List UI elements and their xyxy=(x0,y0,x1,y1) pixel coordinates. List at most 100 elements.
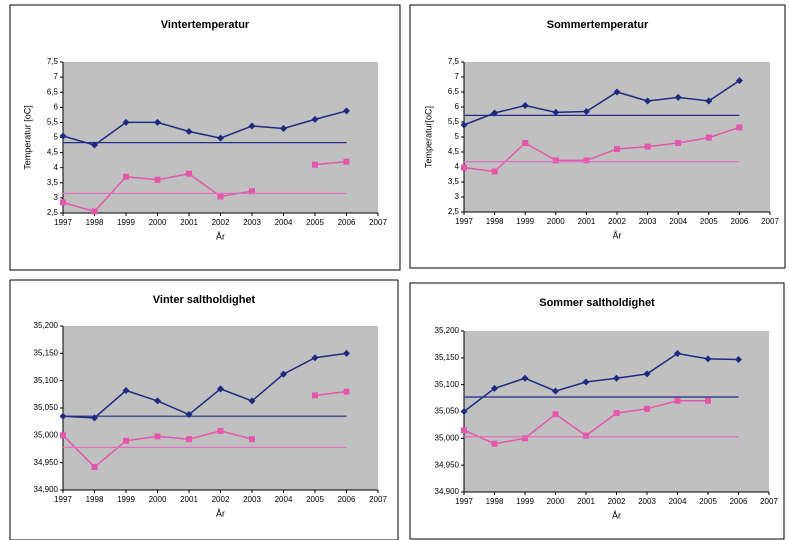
x-tick-label: 2004 xyxy=(275,218,293,227)
y-tick-label: 34,900 xyxy=(34,485,59,494)
y-tick-label: 35,000 xyxy=(34,430,59,439)
point xyxy=(582,108,590,115)
point xyxy=(491,168,498,175)
point xyxy=(644,143,651,150)
x-tick-label: 2006 xyxy=(338,218,356,227)
point xyxy=(643,370,651,378)
x-tick-label: 2007 xyxy=(760,497,778,506)
x-tick-label: 2001 xyxy=(180,218,198,227)
point xyxy=(248,397,256,405)
x-axis-title: År xyxy=(216,231,225,241)
y-tick-label: 4,5 xyxy=(47,148,59,157)
chart-title: Vinter saltholdighet xyxy=(153,294,256,306)
y-tick-label: 5,5 xyxy=(448,117,460,126)
point xyxy=(154,176,161,183)
y-tick-label: 34,950 xyxy=(435,460,460,469)
y-tick-label: 34,900 xyxy=(435,487,460,496)
y-tick-label: 3 xyxy=(54,193,59,202)
x-tick-label: 2001 xyxy=(180,495,198,504)
y-tick-label: 6 xyxy=(455,102,460,111)
point xyxy=(736,124,743,131)
chart-title: Sommer saltholdighet xyxy=(539,297,655,309)
point xyxy=(280,370,287,378)
point xyxy=(704,355,712,363)
point xyxy=(249,188,255,195)
plot-area xyxy=(63,326,378,490)
point xyxy=(674,397,681,404)
y-tick-label: 35,100 xyxy=(34,376,59,385)
point xyxy=(122,387,130,395)
y-tick-label: 35,200 xyxy=(34,321,59,330)
point xyxy=(582,378,590,386)
point xyxy=(491,384,498,392)
point xyxy=(552,387,559,395)
point xyxy=(185,127,193,135)
series-line xyxy=(62,352,347,419)
point xyxy=(217,427,224,434)
y-tick-label: 7 xyxy=(54,72,59,81)
point xyxy=(613,88,621,96)
chart-panel: Vinter saltholdighet 34,900 34,950 35,000 35… xyxy=(9,279,399,540)
point xyxy=(674,93,682,101)
x-tick-label: 2002 xyxy=(212,495,230,504)
point xyxy=(705,134,712,141)
point xyxy=(154,118,161,126)
point xyxy=(583,432,589,439)
x-tick-label: 2005 xyxy=(699,497,717,506)
y-tick-label: 5 xyxy=(54,133,59,142)
y-tick-label: 7,5 xyxy=(448,57,460,66)
x-tick-label: 2000 xyxy=(547,217,565,226)
point xyxy=(186,170,192,177)
y-tick-label: 4,5 xyxy=(448,147,460,156)
x-tick-label: 2006 xyxy=(730,497,748,506)
x-tick-label: 2003 xyxy=(243,218,261,227)
x-tick-label: 2005 xyxy=(306,495,324,504)
point xyxy=(311,354,319,362)
x-tick-label: 2000 xyxy=(547,497,565,506)
point xyxy=(735,77,743,85)
point xyxy=(705,97,713,105)
point xyxy=(552,108,560,116)
point xyxy=(217,134,224,142)
point xyxy=(552,411,559,418)
series-line xyxy=(463,126,740,173)
y-tick-label: 35,050 xyxy=(34,403,59,412)
y-tick-label: 6,5 xyxy=(448,87,460,96)
x-axis-title: År xyxy=(612,510,621,520)
point xyxy=(248,122,256,130)
x-tick-label: 2006 xyxy=(338,495,356,504)
series-line xyxy=(463,79,740,126)
point xyxy=(312,161,318,168)
x-tick-label: 2007 xyxy=(369,218,387,227)
point xyxy=(60,199,66,206)
x-tick-label: 1998 xyxy=(86,218,104,227)
point xyxy=(461,164,467,171)
x-tick-label: 1997 xyxy=(54,495,72,504)
x-tick-label: 2001 xyxy=(578,217,596,226)
x-tick-label: 2001 xyxy=(577,497,595,506)
point xyxy=(123,173,129,180)
x-tick-label: 1999 xyxy=(516,497,534,506)
x-tick-label: 2002 xyxy=(608,497,626,506)
point xyxy=(521,374,529,382)
x-tick-label: 2003 xyxy=(638,497,656,506)
chart-title: Sommertemperatur xyxy=(547,19,649,31)
x-tick-label: 2006 xyxy=(731,217,749,226)
x-tick-label: 1999 xyxy=(117,495,135,504)
x-tick-label: 1997 xyxy=(455,497,473,506)
point xyxy=(522,140,529,146)
point xyxy=(583,157,590,164)
point xyxy=(343,349,350,357)
y-tick-label: 3 xyxy=(455,192,460,201)
y-tick-label: 5 xyxy=(455,132,460,141)
x-tick-label: 2004 xyxy=(275,495,293,504)
point xyxy=(91,141,98,149)
point xyxy=(122,118,130,126)
y-tick-label: 3,5 xyxy=(448,177,460,186)
y-tick-label: 35,100 xyxy=(435,380,460,389)
point xyxy=(613,410,620,417)
point xyxy=(60,432,66,439)
point xyxy=(491,109,499,117)
x-axis-title: År xyxy=(216,508,225,518)
